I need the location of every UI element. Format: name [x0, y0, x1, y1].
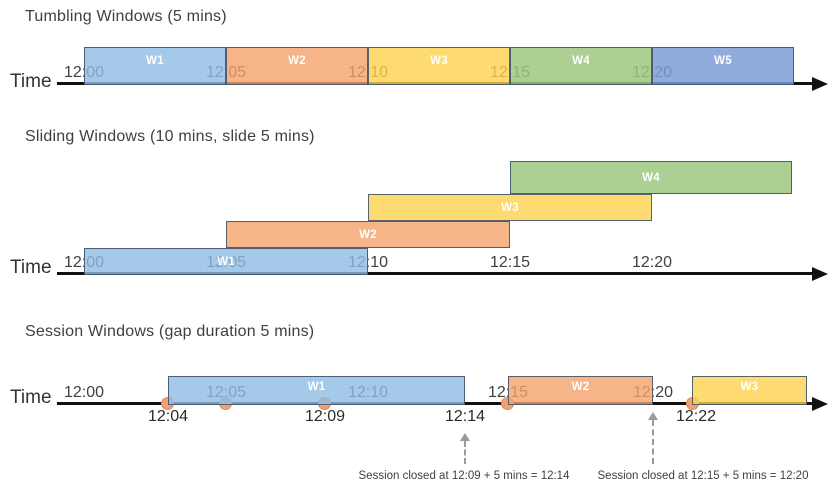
- session-event-label-1222: 12:22: [675, 408, 717, 425]
- sliding-timeline: [57, 272, 813, 275]
- tumbling-time-axis-label: Time: [10, 71, 52, 92]
- sliding-time-axis-label: Time: [10, 257, 52, 278]
- session-time-axis-label: Time: [10, 387, 52, 408]
- dashed-arrow-line: [652, 420, 654, 464]
- tumbling-window-bar-w4: W4: [510, 47, 652, 85]
- window-label: W5: [714, 55, 732, 67]
- sliding-title: Sliding Windows (10 mins, slide 5 mins): [25, 128, 315, 145]
- tumbling-window-bar-w1: W1: [84, 47, 226, 85]
- session-close-annotation-2: Session closed at 12:15 + 5 mins = 12:20: [597, 470, 809, 482]
- window-label: W3: [740, 381, 759, 393]
- window-label: W4: [572, 55, 590, 67]
- sliding-window-bar-w2: W2: [226, 221, 510, 248]
- sliding-window-bar-w4: W4: [510, 161, 792, 194]
- window-label: W2: [359, 228, 377, 241]
- dashed-arrow-head-icon: [648, 412, 658, 420]
- session-window-bar-w2: W2: [508, 376, 653, 405]
- tumbling-title: Tumbling Windows (5 mins): [25, 8, 227, 25]
- tumbling-timeline-arrow-icon: [812, 77, 828, 91]
- session-close-annotation-1: Session closed at 12:09 + 5 mins = 12:14: [358, 470, 570, 482]
- sliding-window-bar-w3: W3: [368, 194, 652, 221]
- sliding-tick-1220: 12:20: [631, 254, 673, 271]
- window-label: W1: [146, 55, 164, 67]
- tumbling-window-bar-w2: W2: [226, 47, 368, 85]
- tumbling-window-bar-w5: W5: [652, 47, 794, 85]
- dashed-arrow-head-icon: [460, 433, 470, 441]
- session-event-label-1204: 12:04: [147, 408, 189, 425]
- tumbling-window-bar-w3: W3: [368, 47, 510, 85]
- session-window-bar-w1: W1: [168, 376, 465, 405]
- session-timeline-arrow-icon: [812, 397, 828, 411]
- session-event-label-1209: 12:09: [304, 408, 346, 425]
- window-label: W2: [288, 55, 306, 67]
- sliding-window-bar-w1: W1: [84, 248, 368, 275]
- sliding-timeline-arrow-icon: [812, 267, 828, 281]
- sliding-tick-1215: 12:15: [489, 254, 531, 271]
- window-label: W3: [501, 201, 519, 214]
- window-label: W2: [571, 381, 590, 393]
- window-label: W3: [430, 55, 448, 67]
- dashed-arrow-line: [464, 441, 466, 464]
- session-window-bar-w3: W3: [692, 376, 807, 405]
- window-label: W4: [642, 171, 660, 184]
- window-label: W1: [307, 381, 326, 393]
- window-label: W1: [217, 255, 235, 268]
- session-tick-1200: 12:00: [63, 384, 105, 401]
- session-title: Session Windows (gap duration 5 mins): [25, 323, 315, 340]
- session-close-label-1214: 12:14: [444, 408, 486, 425]
